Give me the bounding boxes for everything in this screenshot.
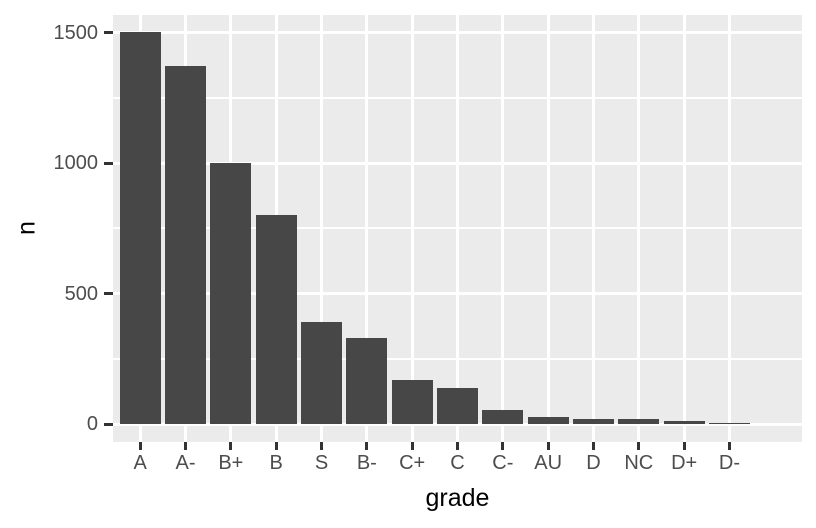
y-tick-label: 1500 [53, 21, 99, 44]
y-tick-mark [104, 161, 113, 165]
major-gridline [113, 292, 802, 296]
y-tick-label: 500 [64, 282, 98, 305]
bar-c-minus [482, 409, 524, 424]
x-tick-mark [682, 442, 686, 450]
x-tick-mark [229, 442, 233, 450]
y-axis-title: n [12, 221, 41, 235]
x-tick-label: A- [175, 452, 196, 474]
bar-c [437, 388, 478, 424]
bar-d-minus [709, 422, 750, 424]
bar-b-minus [346, 337, 388, 424]
major-gridline [113, 422, 802, 426]
x-tick-label: D- [718, 452, 741, 474]
x-tick-label: S [314, 452, 329, 474]
x-tick-mark [410, 442, 414, 450]
x-tick-mark [591, 442, 595, 450]
bar-a [119, 31, 161, 424]
y-tick-mark [104, 292, 113, 296]
x-tick-mark [637, 442, 641, 450]
x-tick-label: B [269, 452, 283, 474]
x-tick-mark [365, 442, 369, 450]
minor-gridline [113, 227, 802, 230]
bar-d-plus [663, 421, 705, 424]
x-tick-label: C [450, 452, 465, 474]
bar-a-minus [165, 65, 206, 424]
x-tick-label: A [133, 452, 147, 474]
x-tick-label: D [586, 452, 601, 474]
major-gridline [113, 31, 802, 35]
bar-b-plus [210, 163, 252, 424]
bar-s [301, 322, 342, 424]
minor-gridline [113, 357, 802, 360]
x-tick-label: C+ [399, 452, 426, 474]
y-tick-label: 1000 [53, 152, 99, 175]
y-tick-mark [104, 31, 113, 35]
x-tick-mark [274, 442, 278, 450]
bar-d [573, 418, 614, 424]
x-tick-label: C- [492, 452, 514, 474]
bar-b [255, 215, 297, 424]
x-tick-mark [501, 442, 505, 450]
x-axis-title: grade [425, 484, 490, 512]
x-tick-mark [184, 442, 188, 450]
x-tick-mark [727, 442, 731, 450]
x-tick-mark [546, 442, 550, 450]
x-tick-mark [138, 442, 142, 450]
x-tick-mark [320, 442, 323, 450]
bar-nc [618, 418, 660, 424]
x-tick-label: B+ [218, 452, 244, 474]
major-gridline [113, 161, 802, 165]
bar-au [527, 417, 569, 424]
y-tick-label: 0 [86, 413, 98, 435]
x-tick-mark [456, 442, 459, 450]
x-tick-label: AU [534, 452, 563, 474]
minor-gridline [113, 97, 802, 100]
x-tick-label: NC [624, 452, 654, 474]
x-tick-label: B- [356, 452, 377, 474]
plot-panel [113, 15, 802, 442]
bar-c-plus [391, 380, 433, 424]
x-tick-label: D+ [671, 452, 698, 474]
y-tick-mark [104, 422, 113, 426]
